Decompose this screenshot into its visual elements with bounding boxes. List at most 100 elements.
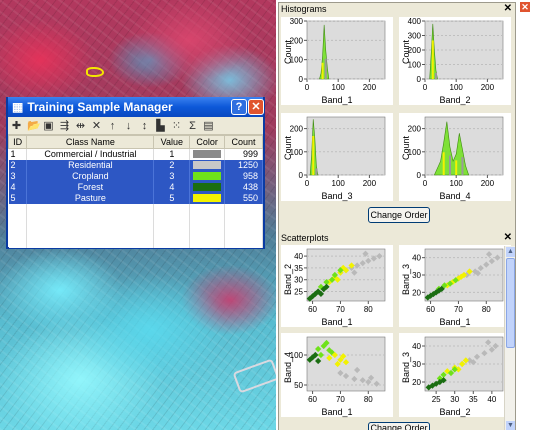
color-swatch[interactable]	[193, 150, 221, 159]
table-row[interactable]: 2 Residential 2 1250	[8, 159, 264, 171]
yellow-training-polygon[interactable]	[86, 67, 104, 77]
x-tick-label: 80	[364, 305, 373, 314]
y-tick-label: 50	[294, 381, 303, 390]
cell-color	[189, 192, 225, 204]
table-body: 1 Commercial / Industrial 1 999 2 Residential…	[8, 148, 264, 248]
y-tick-label: 200	[408, 125, 422, 134]
cell-id: 3	[8, 170, 28, 182]
histogram-bar	[324, 58, 327, 79]
open-folder-icon[interactable]: 📂	[27, 120, 41, 132]
histogram-bar	[448, 155, 451, 175]
cell-id: 1	[8, 148, 28, 160]
x-axis-label: Band_1	[321, 95, 353, 105]
x-tick-label: 60	[308, 395, 317, 404]
statistics-icon[interactable]: Σ	[189, 119, 196, 132]
column-header-color[interactable]: Color	[189, 135, 225, 149]
save-icon[interactable]: ▣	[43, 120, 54, 132]
scatterplot-chart-3[interactable]: 60 70 80 50 100 Band_1 Band_4	[281, 333, 393, 417]
color-swatch[interactable]	[193, 183, 221, 191]
column-header-value[interactable]: Value	[153, 135, 191, 149]
scatterplot-chart-2[interactable]: 60 70 80 20 30 40 Band_1 Band_3	[399, 245, 511, 327]
histogram-bar	[434, 72, 437, 79]
down-arrow-icon[interactable]: ↓	[125, 119, 132, 132]
scatterplot-icon[interactable]: ⁙	[171, 120, 182, 132]
table-row[interactable]: 3 Cropland 3 958	[8, 170, 264, 182]
histogram-icon[interactable]: ▙	[156, 120, 165, 132]
x-axis-label: Band_2	[439, 407, 471, 417]
cell-class-name: Commercial / Industrial	[26, 148, 155, 160]
column-header-id[interactable]: ID	[7, 135, 28, 149]
table-row[interactable]: 1 Commercial / Industrial 1 999	[8, 148, 264, 160]
add-icon[interactable]: ✚	[11, 120, 22, 132]
cell-id: 2	[8, 159, 28, 171]
scatter-point	[376, 252, 383, 260]
histogram-bar	[431, 40, 434, 79]
x-tick-label: 0	[305, 179, 310, 188]
color-swatch[interactable]	[193, 161, 221, 169]
close-icon[interactable]: ✕	[503, 3, 512, 14]
histogram-svg: 0 100 200 0 100 200 300	[290, 17, 386, 92]
tsm-close-button[interactable]: ✕	[248, 99, 264, 115]
y-tick-label: 200	[290, 36, 304, 45]
x-tick-label: 35	[469, 395, 478, 404]
scatterplot-chart-1[interactable]: 60 70 80 25 30 35 40 Band_1 Band_2	[281, 245, 393, 327]
cell-id: 5	[8, 192, 28, 204]
window-close-icon[interactable]: ✕	[519, 1, 531, 13]
table-row[interactable]: 5 Pasture 5 550	[8, 192, 264, 204]
empty-row	[8, 225, 264, 237]
split-icon[interactable]: ⇹	[75, 120, 86, 132]
merge-icon[interactable]: ⇶	[59, 120, 70, 132]
y-tick-label: 35	[294, 264, 303, 273]
options-icon[interactable]: ▤	[203, 120, 214, 132]
y-tick-label: 400	[408, 17, 422, 26]
scatterplots-scrollbar[interactable]: ▲ ▼	[504, 246, 515, 432]
histogram-chart-2[interactable]: 0 100 200 0 100 200 300 400 Band_2 Count	[399, 17, 511, 105]
scatterplot-svg: 25 30 35 40 20 30 40	[412, 336, 504, 404]
histogram-chart-3[interactable]: 0 100 200 0 100 200 Band_3 Count	[281, 113, 393, 201]
x-tick-label: 100	[332, 179, 346, 188]
sort-icon[interactable]: ↕	[141, 119, 148, 132]
empty-row	[8, 203, 264, 215]
scroll-thumb[interactable]	[506, 258, 515, 348]
scatter-point	[323, 339, 330, 347]
help-button[interactable]: ?	[231, 99, 247, 115]
scroll-up-icon[interactable]: ▲	[506, 247, 515, 257]
y-axis-label: Count	[401, 39, 411, 65]
column-header-count[interactable]: Count	[223, 135, 264, 149]
column-header-class-name[interactable]: Class Name	[26, 135, 155, 149]
y-tick-label: 20	[412, 378, 421, 387]
plot-area	[306, 20, 386, 80]
scatter-point	[323, 278, 330, 286]
delete-icon[interactable]: ✕	[91, 120, 102, 132]
y-tick-label: 30	[412, 360, 421, 369]
cell-value: 2	[153, 159, 191, 171]
histograms-change-order-button[interactable]: Change Order	[368, 207, 430, 223]
y-axis-label: Band_2	[283, 263, 293, 295]
cell-color	[189, 159, 225, 171]
y-tick-label: 25	[294, 288, 303, 297]
cell-count: 958	[224, 170, 264, 182]
class-table: ID Class Name Value Color Count 1 Commercial …	[7, 135, 264, 248]
histogram-chart-1[interactable]: 0 100 200 0 100 200 300 Band_1 Count	[281, 17, 393, 105]
color-swatch[interactable]	[193, 194, 221, 202]
histogram-svg: 0 100 200 0 100 200 300 400	[408, 17, 504, 92]
histogram-chart-4[interactable]: 0 100 200 0 100 200 Band_4 Count	[399, 113, 511, 201]
tsm-toolbar: ✚ 📂 ▣ ⇶ ⇹ ✕ ↑ ↓ ↕ ▙ ⁙ Σ ▤	[8, 117, 263, 135]
scroll-down-icon[interactable]: ▼	[506, 421, 515, 431]
tsm-title-bar[interactable]: ▦ Training Sample Manager ? ✕	[8, 97, 264, 117]
up-arrow-icon[interactable]: ↑	[109, 119, 116, 132]
cell-count: 550	[224, 192, 264, 204]
gray-training-polygon[interactable]	[232, 358, 276, 394]
table-row[interactable]: 4 Forest 4 438	[8, 181, 264, 193]
color-swatch[interactable]	[193, 172, 221, 180]
x-tick-label: 60	[308, 305, 317, 314]
scatter-point	[488, 346, 495, 353]
cell-class-name: Cropland	[26, 170, 155, 182]
scatterplot-chart-4[interactable]: 25 30 35 40 20 30 40 Band_2 Band_3	[399, 333, 511, 417]
histogram-svg: 0 100 200 0 100 200	[408, 116, 504, 188]
x-tick-label: 40	[487, 395, 496, 404]
close-icon[interactable]: ✕	[503, 232, 512, 243]
y-tick-label: 0	[299, 171, 304, 180]
scatter-point	[447, 369, 455, 377]
x-tick-label: 200	[363, 179, 377, 188]
